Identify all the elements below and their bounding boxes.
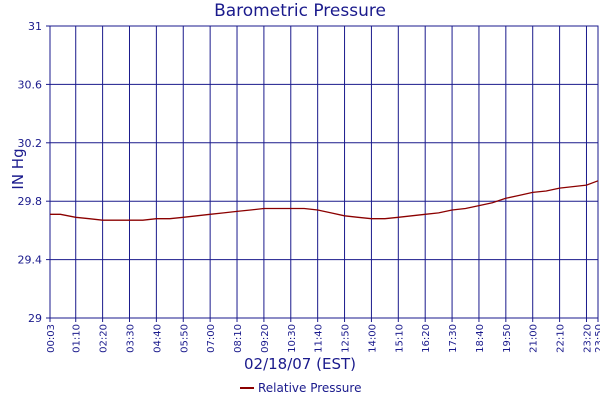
x-tick-label: 08:10 xyxy=(233,324,244,353)
legend-swatch xyxy=(240,387,254,389)
x-tick-label: 11:40 xyxy=(314,324,325,353)
x-tick-label: 10:30 xyxy=(287,324,298,353)
x-tick-label: 01:10 xyxy=(72,324,83,353)
x-tick-label: 14:00 xyxy=(367,324,378,353)
x-tick-label: 05:50 xyxy=(179,324,190,353)
x-tick-label: 03:30 xyxy=(125,324,136,353)
x-tick-label: 23:50 xyxy=(594,324,600,353)
y-tick-label: 31 xyxy=(28,20,42,33)
y-tick-label: 29 xyxy=(28,312,42,325)
plot-area xyxy=(49,25,599,319)
x-tick-label: 16:20 xyxy=(421,324,432,353)
x-tick-label: 15:10 xyxy=(394,324,405,353)
legend: Relative Pressure xyxy=(240,381,361,395)
x-tick-label: 18:40 xyxy=(475,324,486,353)
y-tick-label: 29.4 xyxy=(18,254,43,267)
x-tick-label: 22:10 xyxy=(556,324,567,353)
legend-label: Relative Pressure xyxy=(258,381,362,395)
y-tick-label: 29.8 xyxy=(18,195,43,208)
x-tick-label: 23:20 xyxy=(582,324,593,353)
y-axis-label: IN Hg xyxy=(9,148,27,190)
x-tick-label: 21:00 xyxy=(529,324,540,353)
x-tick-label: 00:03 xyxy=(46,324,57,353)
x-tick-label: 07:00 xyxy=(206,324,217,353)
x-tick-label: 09:20 xyxy=(260,324,271,353)
x-tick-label: 04:40 xyxy=(152,324,163,353)
y-tick-label: 30.6 xyxy=(18,78,43,91)
x-tick-label: 17:30 xyxy=(448,324,459,353)
x-tick-label: 02:20 xyxy=(99,324,110,353)
y-tick-label: 30.2 xyxy=(18,137,43,150)
chart-title: Barometric Pressure xyxy=(214,1,386,21)
series-line xyxy=(50,180,599,221)
x-axis-label: 02/18/07 (EST) xyxy=(243,355,356,373)
x-tick-label: 19:50 xyxy=(502,324,513,353)
x-tick-label: 12:50 xyxy=(341,324,352,353)
